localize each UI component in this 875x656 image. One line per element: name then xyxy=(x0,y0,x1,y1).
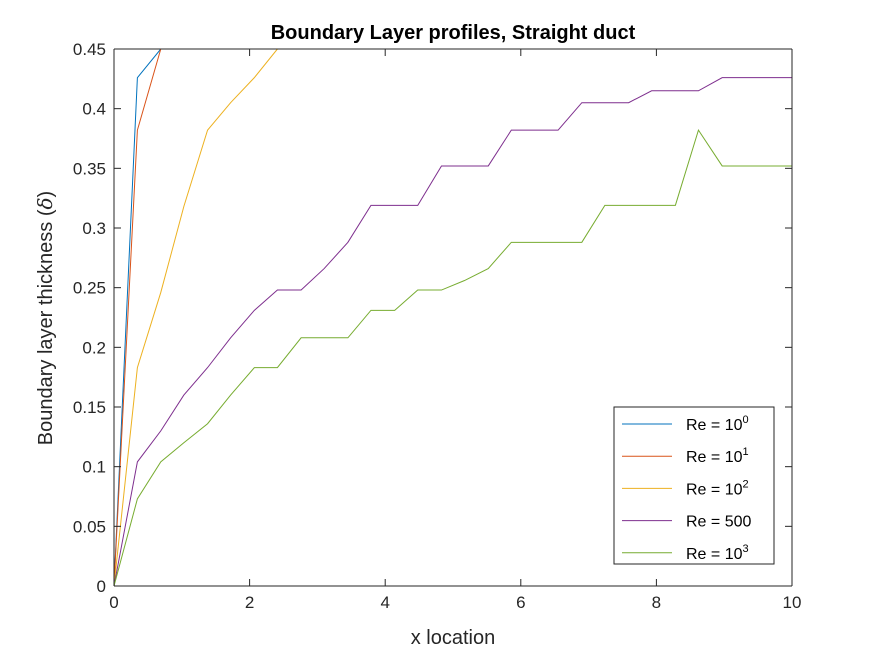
x-tick-label: 2 xyxy=(245,593,254,612)
legend-box xyxy=(613,406,775,565)
y-tick-label: 0.05 xyxy=(73,517,106,536)
y-tick-label: 0.25 xyxy=(73,279,106,298)
chart-title: Boundary Layer profiles, Straight duct xyxy=(271,22,636,44)
legend-label-text: Re = 10 xyxy=(686,449,743,466)
y-axis-label-close: ) xyxy=(35,191,57,198)
y-tick-label: 0.15 xyxy=(73,398,106,417)
legend-label-2: Re = 101 xyxy=(686,446,749,466)
x-tick-label: 8 xyxy=(652,593,661,612)
y-tick-label: 0.45 xyxy=(73,40,106,59)
legend-label-exponent: 2 xyxy=(742,478,748,490)
legend-label-text: Re = 500 xyxy=(686,514,751,531)
legend-label-3: Re = 102 xyxy=(686,478,749,498)
y-axis-label-text: Boundary layer thickness ( xyxy=(35,209,57,445)
x-tick-label: 6 xyxy=(516,593,525,612)
y-tick-label: 0 xyxy=(97,577,106,596)
legend-label-exponent: 3 xyxy=(742,543,748,555)
y-tick-label: 0.4 xyxy=(82,100,106,119)
y-tick-label: 0.35 xyxy=(73,159,106,178)
legend-label-text: Re = 10 xyxy=(686,481,743,498)
legend-label-1: Re = 100 xyxy=(686,414,749,434)
legend-label-text: Re = 10 xyxy=(686,417,743,434)
x-tick-label: 0 xyxy=(109,593,118,612)
x-tick-label: 10 xyxy=(783,593,802,612)
series-line-3 xyxy=(113,48,792,587)
x-tick-label: 4 xyxy=(380,593,389,612)
legend-label-text: Re = 10 xyxy=(686,546,743,563)
y-axis-label: Boundary layer thickness (δ) xyxy=(33,191,57,445)
y-tick-label: 0.2 xyxy=(82,338,106,357)
y-tick-label: 0.1 xyxy=(82,458,106,477)
y-tick-label: 0.3 xyxy=(82,219,106,238)
series-line-5 xyxy=(113,128,792,587)
legend-label-5: Re = 103 xyxy=(686,543,749,563)
legend-label-4: Re = 500 xyxy=(686,514,751,531)
legend-label-exponent: 1 xyxy=(742,446,748,458)
series-line-4 xyxy=(113,77,792,587)
y-axis-label-symbol: δ xyxy=(33,197,57,209)
legend-label-exponent: 0 xyxy=(742,414,748,426)
x-axis-label: x location xyxy=(411,627,496,649)
